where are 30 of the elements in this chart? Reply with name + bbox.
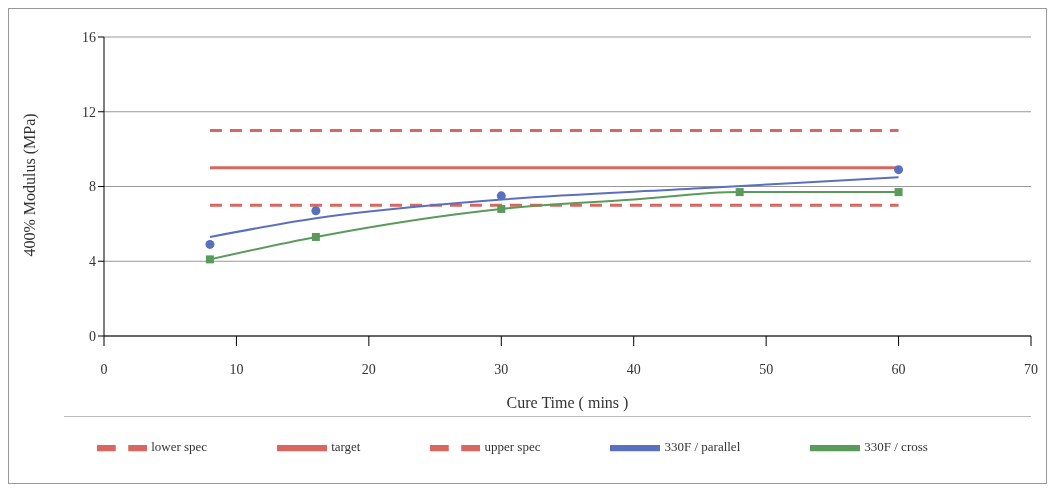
legend-label: lower spec	[151, 438, 208, 454]
x-tick-label: 40	[626, 361, 641, 377]
point	[894, 165, 904, 175]
x-tick-label: 30	[494, 361, 509, 377]
x-tick-label: 70	[1024, 361, 1038, 377]
y-tick-label: 8	[89, 179, 96, 195]
point	[311, 206, 321, 216]
x-tick-label: 20	[361, 361, 376, 377]
y-tick-label: 16	[82, 29, 96, 45]
legend-label: 330F / parallel	[664, 438, 741, 454]
point	[311, 232, 320, 241]
y-tick-label: 12	[82, 104, 96, 120]
point	[497, 204, 506, 213]
legend-label: target	[331, 438, 361, 454]
point	[735, 188, 744, 197]
x-tick-label: 10	[229, 361, 244, 377]
point	[205, 239, 215, 249]
y-tick-label: 4	[89, 254, 96, 270]
y-tick-label: 0	[89, 328, 96, 344]
point	[894, 188, 903, 197]
point	[496, 191, 506, 201]
legend-label: 330F / cross	[864, 438, 928, 454]
legend-label: upper spec	[484, 438, 541, 454]
y-axis-title: 400% Modulus (MPa)	[20, 113, 39, 257]
point	[205, 255, 214, 264]
x-tick-label: 50	[759, 361, 774, 377]
line-series	[208, 176, 900, 238]
x-tick-label: 60	[891, 361, 906, 377]
x-tick-label: 0	[100, 361, 108, 377]
x-axis-title: Cure Time ( mins )	[506, 394, 629, 412]
